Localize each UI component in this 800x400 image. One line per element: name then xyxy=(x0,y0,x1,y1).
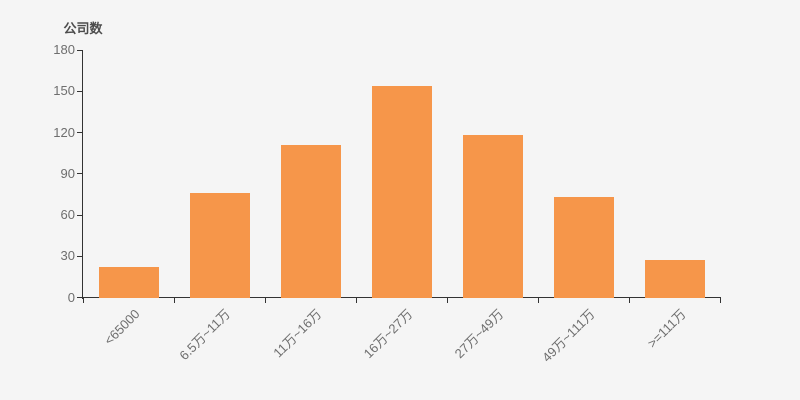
x-axis-label: 6.5万~11万 xyxy=(176,306,234,363)
y-axis-tick-label: 90 xyxy=(60,165,75,181)
x-axis-label: 49万~111万 xyxy=(538,306,598,365)
y-tick-mark xyxy=(77,90,83,92)
y-axis-tick-label: 30 xyxy=(60,248,75,264)
y-axis-tick-label: 180 xyxy=(53,42,75,57)
y-axis-title: 公司数 xyxy=(63,21,103,36)
bar[interactable] xyxy=(644,260,705,298)
bar[interactable] xyxy=(189,193,250,298)
x-tick-mark xyxy=(173,297,175,303)
y-tick-mark xyxy=(77,173,83,175)
x-axis-label: >=111万 xyxy=(643,306,689,351)
x-tick-mark xyxy=(355,297,357,303)
y-axis-tick-label: 120 xyxy=(53,124,75,140)
bar[interactable] xyxy=(98,267,159,298)
x-axis-label: <65000 xyxy=(100,306,143,348)
bar[interactable] xyxy=(553,197,614,298)
x-tick-mark xyxy=(628,297,630,303)
x-tick-mark xyxy=(82,297,84,303)
y-tick-mark xyxy=(77,132,83,133)
bar[interactable] xyxy=(462,135,523,298)
y-axis-line xyxy=(82,50,83,299)
x-tick-mark xyxy=(446,297,448,303)
x-tick-mark xyxy=(264,297,266,303)
y-axis-tick-label: 60 xyxy=(60,207,75,222)
x-axis-line xyxy=(82,297,721,298)
y-tick-mark xyxy=(77,49,83,51)
y-tick-mark xyxy=(77,255,83,257)
y-axis-tick-label: 150 xyxy=(53,83,75,99)
x-tick-mark xyxy=(537,297,539,303)
bar[interactable] xyxy=(371,85,432,298)
x-axis-label: 27万~49万 xyxy=(451,306,507,362)
y-tick-mark xyxy=(77,297,83,298)
y-axis-tick-label: 0 xyxy=(67,289,75,305)
bar[interactable] xyxy=(280,144,341,298)
y-tick-mark xyxy=(77,214,83,216)
x-tick-mark xyxy=(719,297,721,303)
x-axis-label: 11万~16万 xyxy=(270,306,325,361)
x-axis-label: 16万~27万 xyxy=(360,306,416,362)
